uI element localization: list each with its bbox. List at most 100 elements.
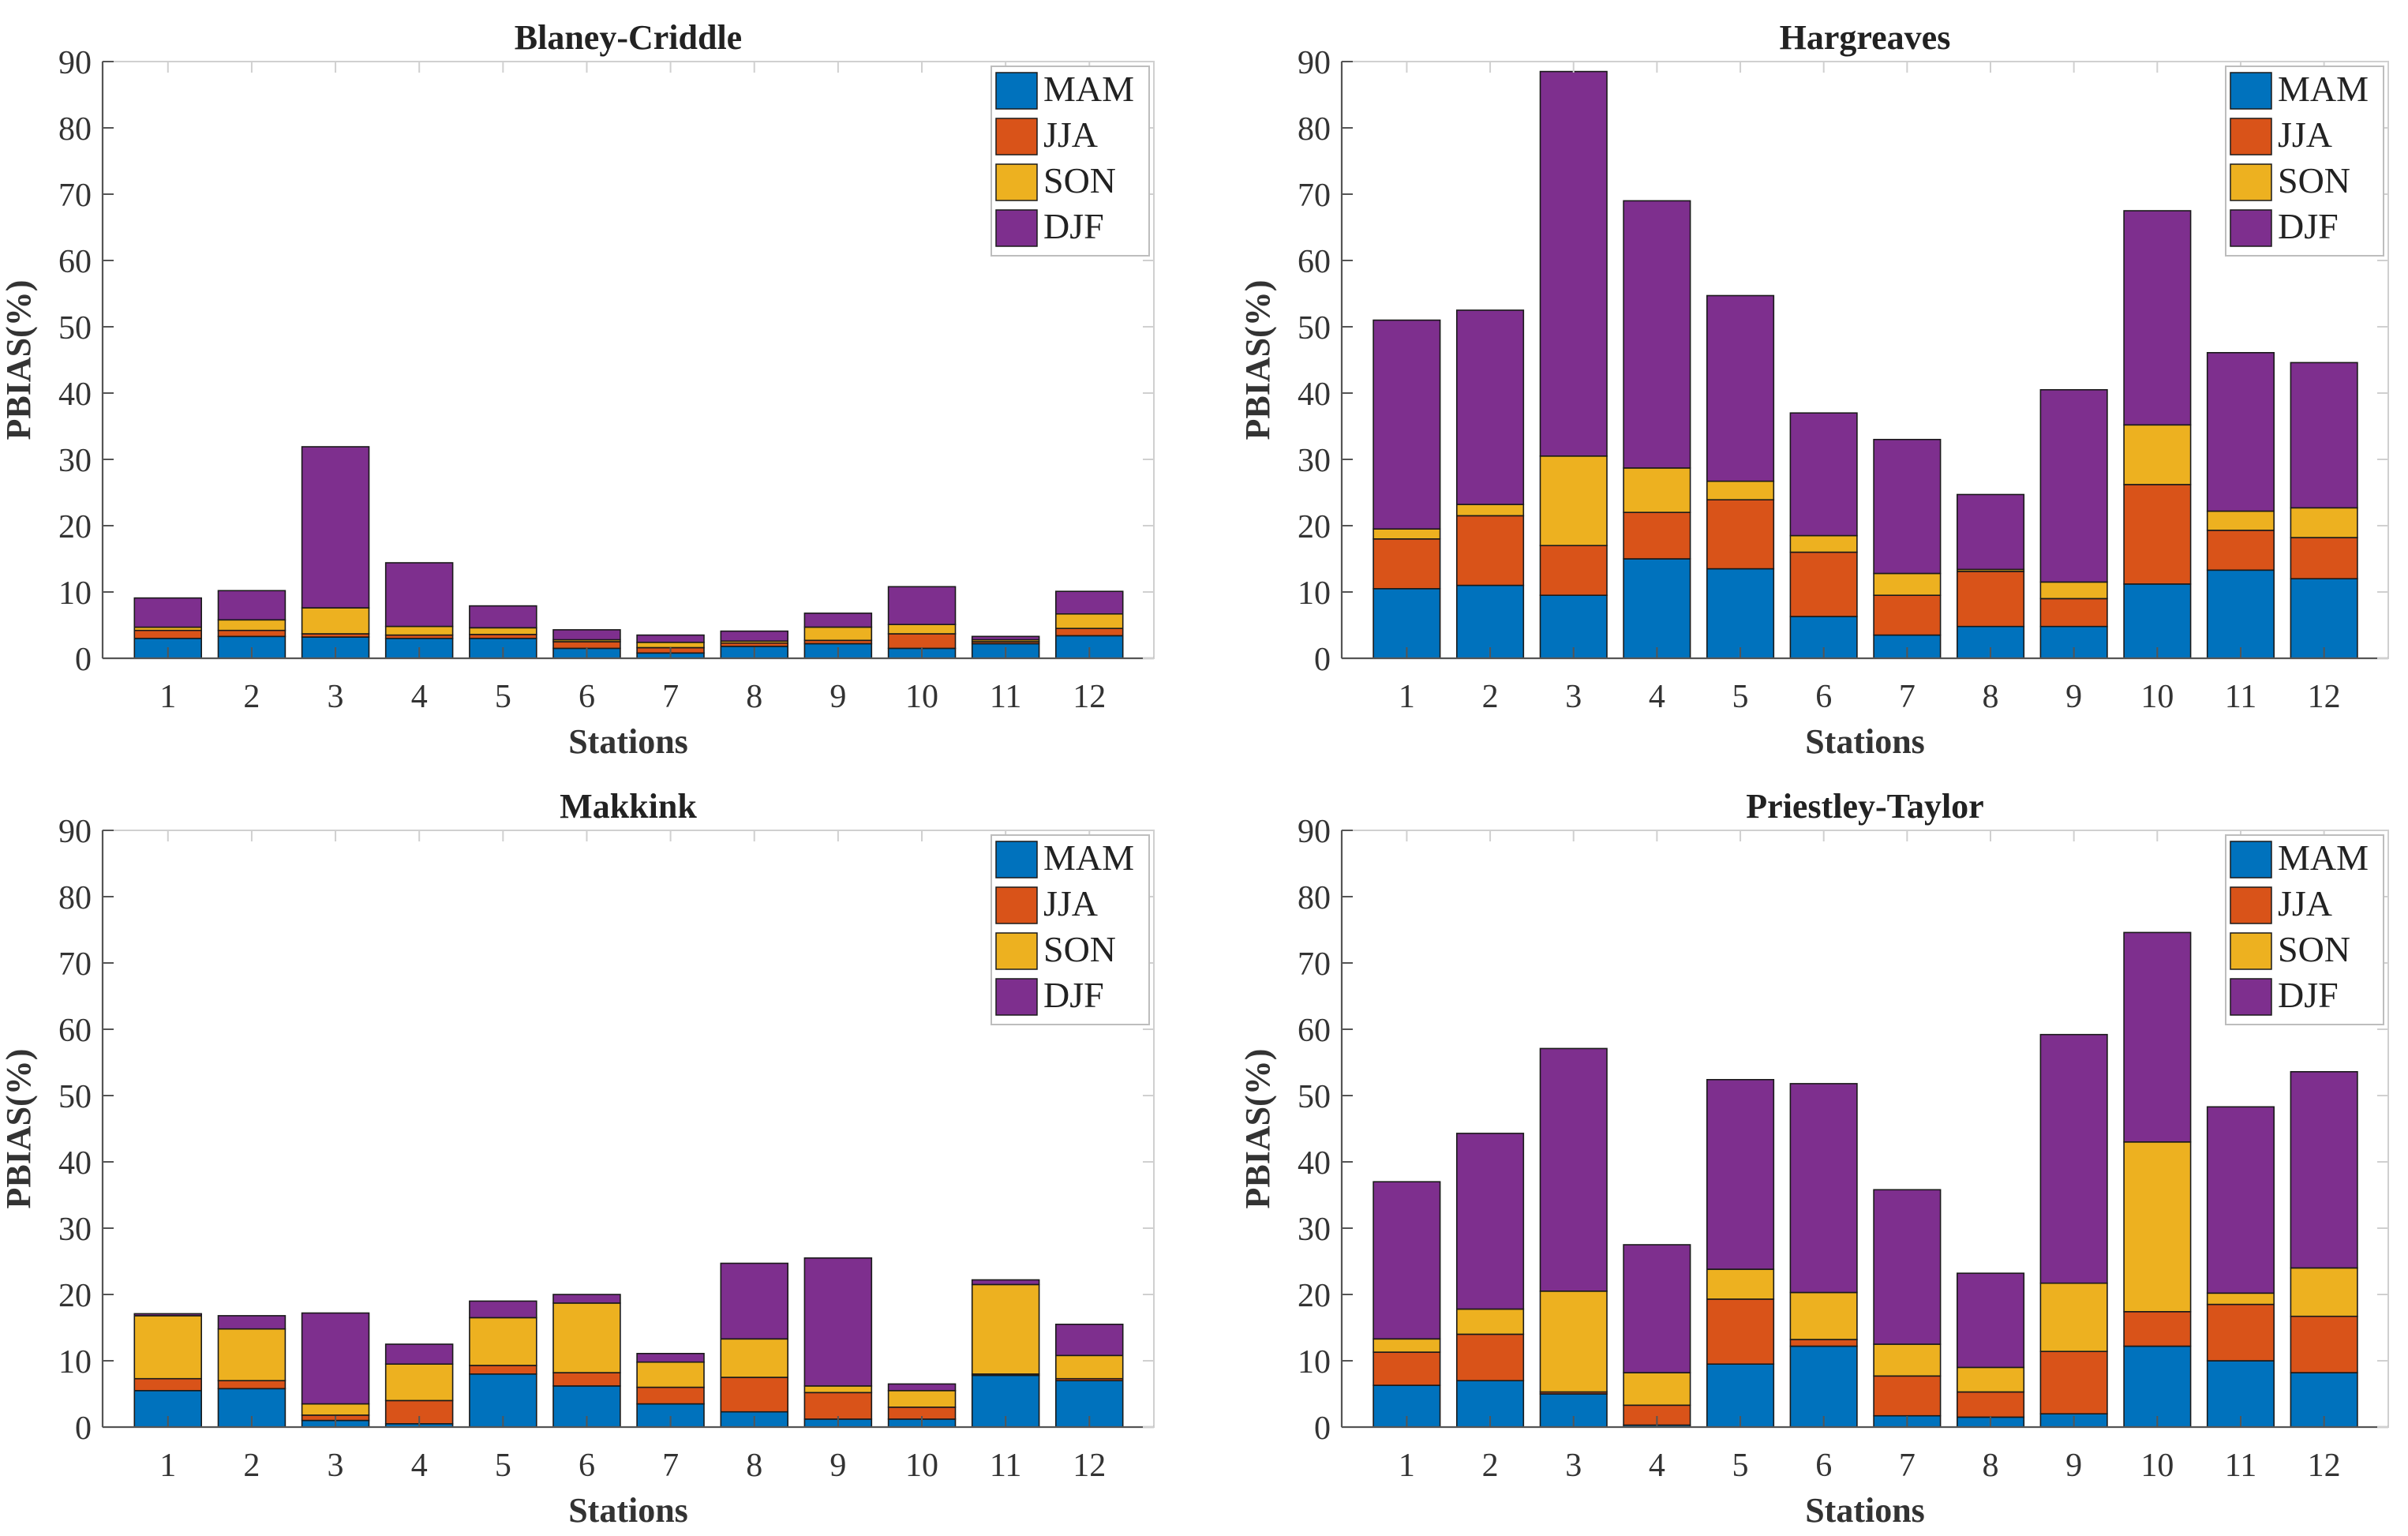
x-tick-label: 8 [746, 1448, 762, 1484]
bar-blaney-criddle-station-5-djf [469, 605, 537, 629]
bar-priestley-taylor-station-11-djf [2206, 1106, 2275, 1294]
x-tick-label: 4 [1649, 679, 1665, 715]
bar-hargreaves-station-2-jja [1456, 515, 1525, 586]
x-tick-label: 2 [1482, 1448, 1499, 1484]
x-tick-label: 3 [1565, 679, 1582, 715]
x-tick-label: 12 [1073, 1448, 1106, 1484]
bar-hargreaves-station-3-djf [1539, 70, 1608, 457]
bar-blaney-criddle-station-3-son [301, 607, 370, 635]
y-tick-label: 20 [1298, 509, 1331, 545]
bar-blaney-criddle-station-2-djf [217, 590, 286, 621]
legend-label-mam: MAM [1043, 837, 1134, 878]
x-tick-label: 6 [579, 679, 595, 715]
y-tick-label: 0 [1314, 1410, 1331, 1447]
bar-priestley-taylor-station-7-djf [1873, 1189, 1942, 1345]
x-tick-label: 10 [905, 679, 938, 715]
y-axis-label: PBIAS(%) [0, 280, 38, 440]
bar-hargreaves-station-12-jja [2290, 537, 2358, 579]
bar-priestley-taylor-station-4-son [1623, 1372, 1691, 1407]
legend-label-son: SON [1043, 929, 1116, 969]
bar-hargreaves-station-8-djf [1957, 493, 2025, 571]
bar-priestley-taylor-station-7-son [1873, 1343, 1942, 1377]
bar-blaney-criddle-station-4-djf [384, 562, 454, 628]
x-tick-label: 6 [1815, 679, 1832, 715]
x-tick-label: 3 [328, 679, 344, 715]
bar-priestley-taylor-station-9-son [2039, 1282, 2108, 1352]
bar-blaney-criddle-station-1-djf [133, 597, 203, 628]
x-tick-label: 7 [662, 1448, 679, 1484]
bar-hargreaves-station-12-mam [2290, 578, 2358, 659]
bar-hargreaves-station-10-jja [2123, 484, 2192, 585]
bar-makkink-station-6-jja [552, 1372, 621, 1387]
bar-hargreaves-station-7-jja [1873, 594, 1942, 636]
bar-priestley-taylor-station-5-djf [1706, 1079, 1775, 1270]
x-tick-label: 7 [1899, 1448, 1916, 1484]
bar-priestley-taylor-station-8-jja [1957, 1391, 2025, 1418]
x-tick-label: 5 [495, 1448, 511, 1484]
bar-hargreaves-station-6-jja [1789, 551, 1858, 617]
legend: MAM JJA SON DJF [2225, 834, 2384, 1025]
y-tick-label: 60 [58, 1013, 92, 1049]
bar-makkink-station-12-djf [1055, 1324, 1124, 1357]
bar-hargreaves-station-3-son [1539, 455, 1608, 546]
bar-makkink-station-11-son [971, 1283, 1040, 1375]
y-tick-label: 10 [1298, 1344, 1331, 1381]
y-tick-label: 10 [1298, 575, 1331, 612]
bar-makkink-station-5-djf [469, 1300, 537, 1319]
y-tick-label: 20 [58, 509, 92, 545]
bar-priestley-taylor-station-8-djf [1957, 1272, 2025, 1369]
y-tick-label: 80 [58, 111, 92, 148]
y-axis-label: PBIAS(%) [1238, 280, 1277, 440]
legend-swatch-djf [995, 978, 1038, 1016]
bar-makkink-station-4-djf [384, 1343, 454, 1366]
x-tick-label: 4 [1649, 1448, 1665, 1484]
y-tick-label: 30 [1298, 443, 1331, 479]
y-tick-label: 60 [1298, 1013, 1331, 1049]
bar-hargreaves-station-1-djf [1373, 319, 1441, 530]
bar-makkink-station-8-djf [720, 1262, 788, 1340]
y-tick-label: 80 [58, 880, 92, 916]
y-tick-label: 90 [58, 814, 92, 850]
bar-hargreaves-station-5-mam [1706, 568, 1775, 659]
bar-blaney-criddle-station-5-son [469, 627, 537, 635]
bar-hargreaves-station-1-jja [1373, 538, 1441, 590]
x-tick-label: 1 [159, 1448, 176, 1484]
x-tick-label: 9 [2065, 1448, 2082, 1484]
legend-label-jja: JJA [2278, 883, 2332, 923]
bar-hargreaves-station-9-jja [2039, 598, 2108, 628]
y-tick-label: 20 [1298, 1278, 1331, 1314]
bar-makkink-station-9-djf [803, 1257, 873, 1387]
bar-blaney-criddle-station-2-son [217, 619, 286, 631]
bar-priestley-taylor-station-1-jja [1373, 1351, 1441, 1386]
x-tick-label: 2 [1482, 679, 1499, 715]
legend-label-son: SON [2278, 160, 2350, 200]
bar-hargreaves-station-1-mam [1373, 587, 1441, 659]
x-tick-label: 1 [159, 679, 176, 715]
legend-swatch-djf [2230, 209, 2272, 247]
legend-swatch-son [2230, 163, 2272, 201]
legend: MAM JJA SON DJF [991, 66, 1150, 257]
legend-swatch-mam [2230, 841, 2272, 879]
bar-hargreaves-station-11-mam [2206, 569, 2275, 659]
bar-hargreaves-station-8-jja [1957, 571, 2025, 628]
x-tick-label: 6 [579, 1448, 595, 1484]
bar-priestley-taylor-station-11-jja [2206, 1303, 2275, 1362]
bar-hargreaves-station-5-jja [1706, 499, 1775, 570]
bar-priestley-taylor-station-6-mam [1789, 1345, 1858, 1428]
legend-swatch-jja [995, 886, 1038, 924]
x-tick-label: 5 [495, 679, 511, 715]
y-tick-label: 10 [58, 575, 92, 612]
bar-makkink-station-5-son [469, 1317, 537, 1366]
bar-priestley-taylor-station-12-son [2290, 1267, 2358, 1317]
x-tick-label: 9 [830, 679, 846, 715]
bar-makkink-station-2-son [217, 1328, 286, 1381]
bar-makkink-station-7-jja [636, 1386, 705, 1405]
bar-blaney-criddle-station-10-son [887, 624, 957, 635]
bar-makkink-station-6-djf [552, 1294, 621, 1304]
legend-label-jja: JJA [1043, 883, 1098, 923]
legend-swatch-son [995, 163, 1038, 201]
x-tick-label: 1 [1399, 679, 1415, 715]
bar-blaney-criddle-station-4-son [384, 625, 454, 636]
x-tick-label: 5 [1732, 679, 1749, 715]
